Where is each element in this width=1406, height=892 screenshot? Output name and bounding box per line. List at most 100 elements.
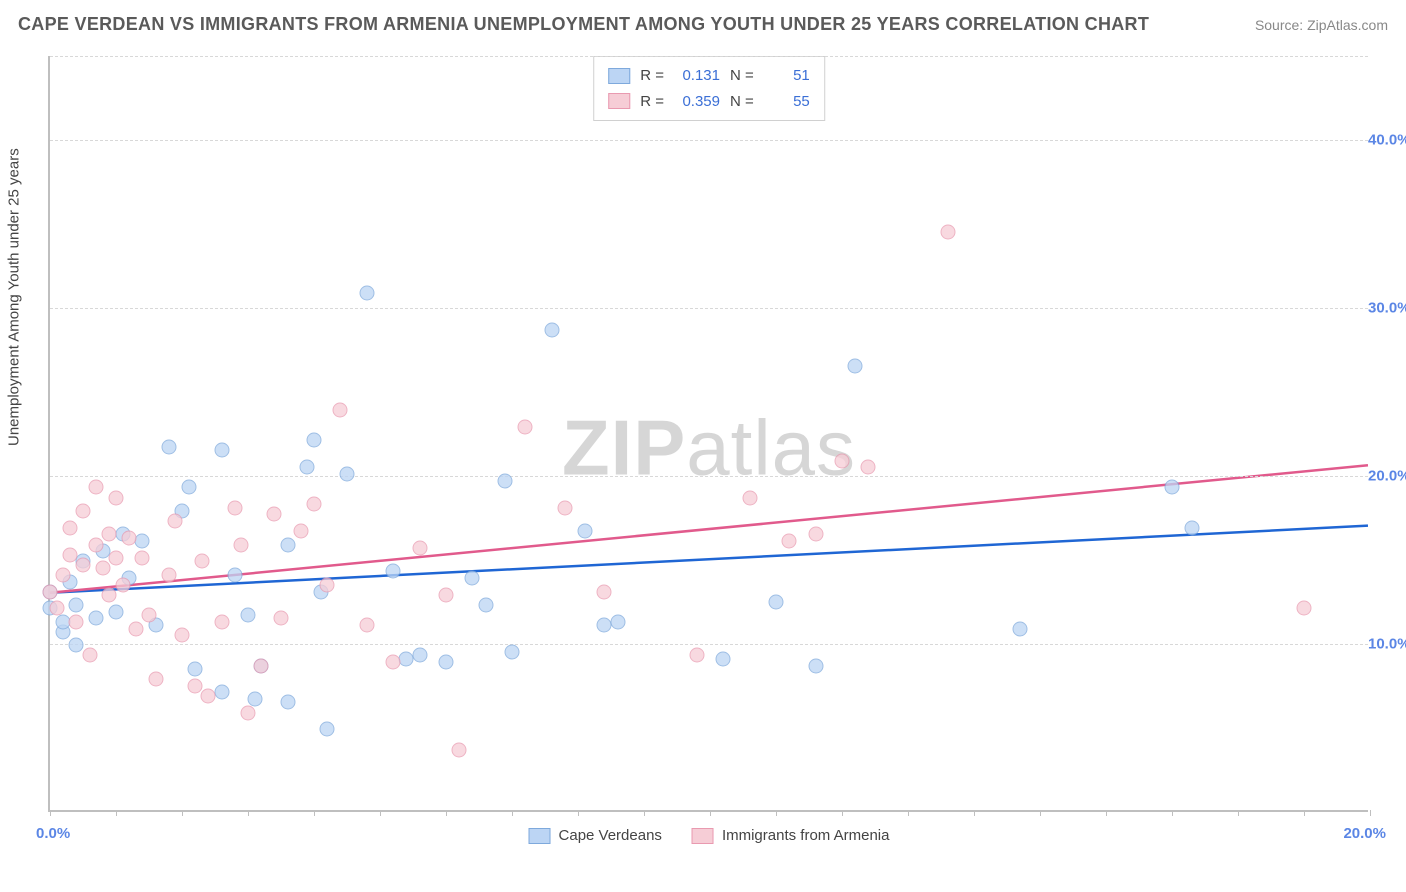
data-point — [175, 628, 190, 643]
data-point — [115, 577, 130, 592]
legend-swatch — [608, 68, 630, 84]
data-point — [742, 490, 757, 505]
data-point — [544, 322, 559, 337]
data-point — [808, 658, 823, 673]
legend-row: R = 0.359 N = 55 — [608, 89, 810, 115]
legend-item: Immigrants from Armenia — [692, 827, 890, 844]
x-tick — [512, 810, 513, 816]
x-tick — [644, 810, 645, 816]
data-point — [135, 534, 150, 549]
data-point — [76, 557, 91, 572]
data-point — [168, 514, 183, 529]
data-point — [716, 651, 731, 666]
data-point — [194, 554, 209, 569]
data-point — [122, 530, 137, 545]
data-point — [577, 524, 592, 539]
data-point — [307, 497, 322, 512]
data-point — [95, 561, 110, 576]
data-point — [181, 480, 196, 495]
data-point — [782, 534, 797, 549]
legend-swatch — [608, 93, 630, 109]
legend-key: R = — [640, 89, 664, 115]
legend-label: Immigrants from Armenia — [722, 827, 890, 844]
data-point — [69, 598, 84, 613]
x-tick — [314, 810, 315, 816]
data-point — [386, 564, 401, 579]
data-point — [1297, 601, 1312, 616]
gridline — [50, 476, 1368, 477]
y-tick-label: 30.0% — [1368, 300, 1406, 317]
data-point — [254, 658, 269, 673]
gridline — [50, 644, 1368, 645]
y-tick-label: 40.0% — [1368, 132, 1406, 149]
x-tick — [248, 810, 249, 816]
data-point — [49, 601, 64, 616]
data-point — [333, 403, 348, 418]
data-point — [340, 467, 355, 482]
legend-series: Cape Verdeans Immigrants from Armenia — [529, 827, 890, 844]
data-point — [769, 594, 784, 609]
x-tick — [1040, 810, 1041, 816]
y-axis-label: Unemployment Among Youth under 25 years — [6, 148, 23, 446]
x-tick — [842, 810, 843, 816]
gridline — [50, 308, 1368, 309]
data-point — [109, 490, 124, 505]
legend-key: R = — [640, 63, 664, 89]
data-point — [386, 655, 401, 670]
data-point — [300, 460, 315, 475]
data-point — [76, 503, 91, 518]
data-point — [412, 540, 427, 555]
data-point — [359, 618, 374, 633]
data-point — [940, 225, 955, 240]
data-point — [267, 507, 282, 522]
legend-r-value: 0.131 — [674, 63, 720, 89]
data-point — [505, 645, 520, 660]
data-point — [214, 685, 229, 700]
x-tick — [1370, 810, 1371, 816]
legend-key: N = — [730, 89, 754, 115]
data-point — [128, 621, 143, 636]
data-point — [465, 571, 480, 586]
x-tick — [446, 810, 447, 816]
data-point — [188, 661, 203, 676]
x-tick — [50, 810, 51, 816]
chart-title: CAPE VERDEAN VS IMMIGRANTS FROM ARMENIA … — [18, 14, 1149, 35]
data-point — [69, 638, 84, 653]
data-point — [689, 648, 704, 663]
data-point — [557, 500, 572, 515]
data-point — [439, 655, 454, 670]
data-point — [320, 577, 335, 592]
legend-swatch — [529, 828, 551, 844]
x-tick — [1304, 810, 1305, 816]
data-point — [234, 537, 249, 552]
legend-correlation: R = 0.131 N = 51 R = 0.359 N = 55 — [593, 56, 825, 121]
x-tick — [974, 810, 975, 816]
data-point — [142, 608, 157, 623]
data-point — [227, 567, 242, 582]
plot-area: ZIPatlas R = 0.131 N = 51 R = 0.359 N = … — [48, 56, 1368, 812]
data-point — [518, 419, 533, 434]
data-point — [848, 359, 863, 374]
chart-source: Source: ZipAtlas.com — [1255, 17, 1388, 33]
y-tick-label: 20.0% — [1368, 468, 1406, 485]
legend-item: Cape Verdeans — [529, 827, 662, 844]
data-point — [43, 584, 58, 599]
data-point — [227, 500, 242, 515]
data-point — [498, 473, 513, 488]
data-point — [241, 608, 256, 623]
data-point — [439, 587, 454, 602]
data-point — [307, 433, 322, 448]
data-point — [452, 742, 467, 757]
x-tick — [182, 810, 183, 816]
x-tick-label: 0.0% — [36, 825, 70, 842]
gridline — [50, 140, 1368, 141]
x-tick — [908, 810, 909, 816]
chart-header: CAPE VERDEAN VS IMMIGRANTS FROM ARMENIA … — [18, 14, 1388, 35]
data-point — [201, 688, 216, 703]
legend-label: Cape Verdeans — [559, 827, 662, 844]
data-point — [62, 520, 77, 535]
data-point — [808, 527, 823, 542]
data-point — [293, 524, 308, 539]
data-point — [214, 443, 229, 458]
data-point — [62, 547, 77, 562]
